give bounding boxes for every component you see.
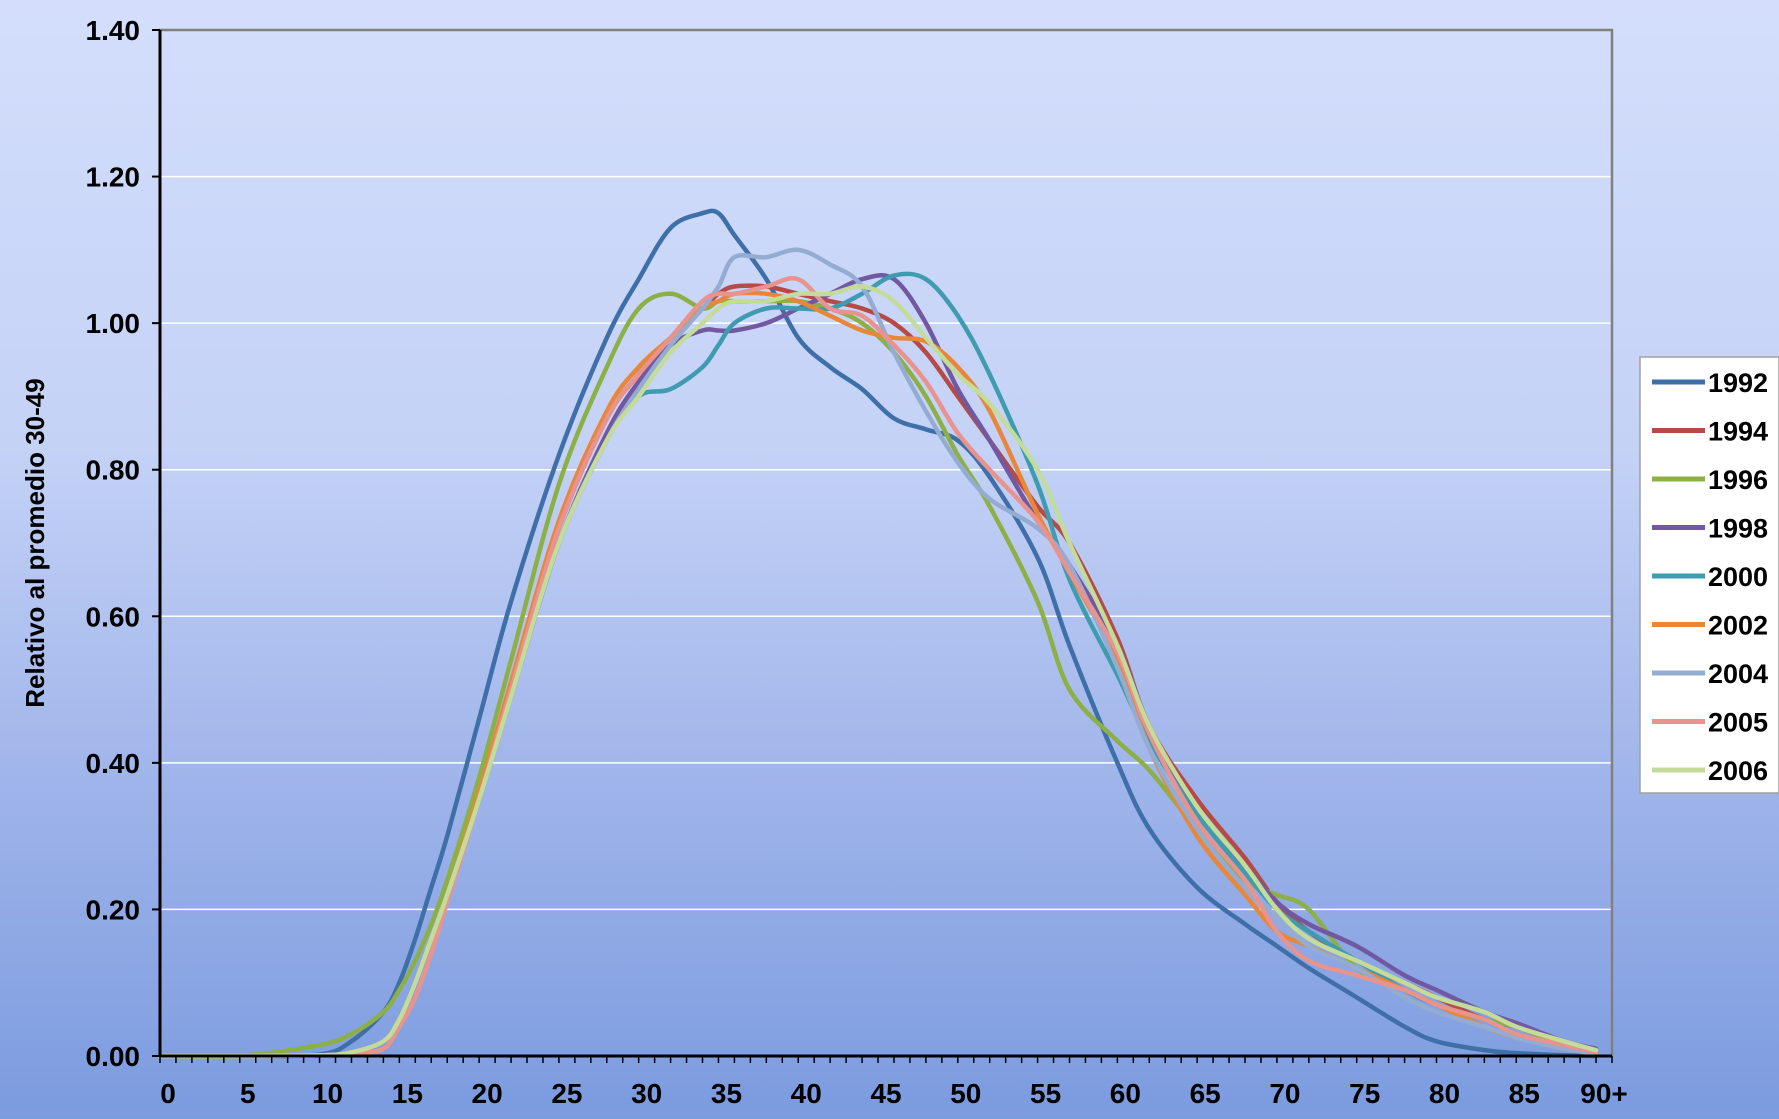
x-tick-label-15: 75 — [1349, 1078, 1380, 1109]
x-tick-label-8: 40 — [791, 1078, 822, 1109]
y-tick-label-3: 0.60 — [86, 601, 141, 632]
y-axis-label: Relativo al promedio 30-49 — [20, 378, 50, 707]
y-tick-label-1: 0.20 — [86, 894, 141, 925]
x-tick-label-12: 60 — [1110, 1078, 1141, 1109]
x-tick-label-3: 15 — [392, 1078, 423, 1109]
x-tick-label-17: 85 — [1509, 1078, 1540, 1109]
y-tick-label-7: 1.40 — [86, 15, 141, 46]
series-line-2005 — [157, 276, 1599, 1059]
series-line-1994 — [157, 283, 1599, 1059]
legend-label-1998: 1998 — [1708, 514, 1768, 544]
gridlines — [160, 175, 1612, 911]
y-tick-label-5: 1.00 — [86, 308, 141, 339]
plot-area-frame — [158, 28, 1614, 1058]
series-line-1992 — [157, 208, 1599, 1059]
series-line-1996 — [157, 291, 1599, 1060]
series-line-2006 — [157, 284, 1599, 1059]
x-tick-label-7: 35 — [711, 1078, 742, 1109]
legend-label-1992: 1992 — [1708, 368, 1768, 398]
x-tick-label-11: 55 — [1030, 1078, 1061, 1109]
legend-label-2004: 2004 — [1708, 659, 1768, 689]
legend: 1992 1994 1996 1998 2000 2002 2004 2005 2006 — [1639, 356, 1779, 794]
y-tick-label-2: 0.40 — [86, 748, 141, 779]
x-axis-ticks: 0 5 10 15 20 25 30 35 40 45 50 55 60 65 70 75 80 85 90+ — [159, 1056, 1628, 1109]
x-tick-label-4: 20 — [472, 1078, 503, 1109]
legend-label-2005: 2005 — [1708, 708, 1768, 738]
legend-label-2002: 2002 — [1708, 611, 1768, 641]
x-tick-label-13: 65 — [1190, 1078, 1221, 1109]
x-tick-label-18: 90+ — [1580, 1078, 1628, 1109]
y-tick-label-0: 0.00 — [86, 1041, 141, 1072]
series-line-2000 — [157, 271, 1599, 1059]
legend-label-1996: 1996 — [1708, 465, 1768, 495]
y-tick-label-4: 0.80 — [86, 455, 141, 486]
legend-label-2006: 2006 — [1708, 756, 1768, 786]
x-tick-label-14: 70 — [1269, 1078, 1300, 1109]
y-tick-label-6: 1.20 — [86, 162, 141, 193]
series-line-1998 — [157, 273, 1599, 1059]
x-tick-label-1: 5 — [240, 1078, 256, 1109]
legend-label-1994: 1994 — [1708, 417, 1768, 447]
series-lines — [157, 208, 1599, 1060]
y-axis-ticks: 0.00 0.20 0.40 0.60 0.80 1.00 1.20 1.40 — [86, 15, 160, 1072]
x-tick-label-16: 80 — [1429, 1078, 1460, 1109]
x-tick-label-6: 30 — [631, 1078, 662, 1109]
x-tick-label-2: 10 — [312, 1078, 343, 1109]
x-tick-label-5: 25 — [551, 1078, 582, 1109]
legend-label-2000: 2000 — [1708, 562, 1768, 592]
series-line-2004 — [157, 247, 1599, 1059]
x-tick-label-9: 45 — [870, 1078, 901, 1109]
x-tick-label-10: 50 — [950, 1078, 981, 1109]
x-tick-label-0: 0 — [160, 1078, 176, 1109]
